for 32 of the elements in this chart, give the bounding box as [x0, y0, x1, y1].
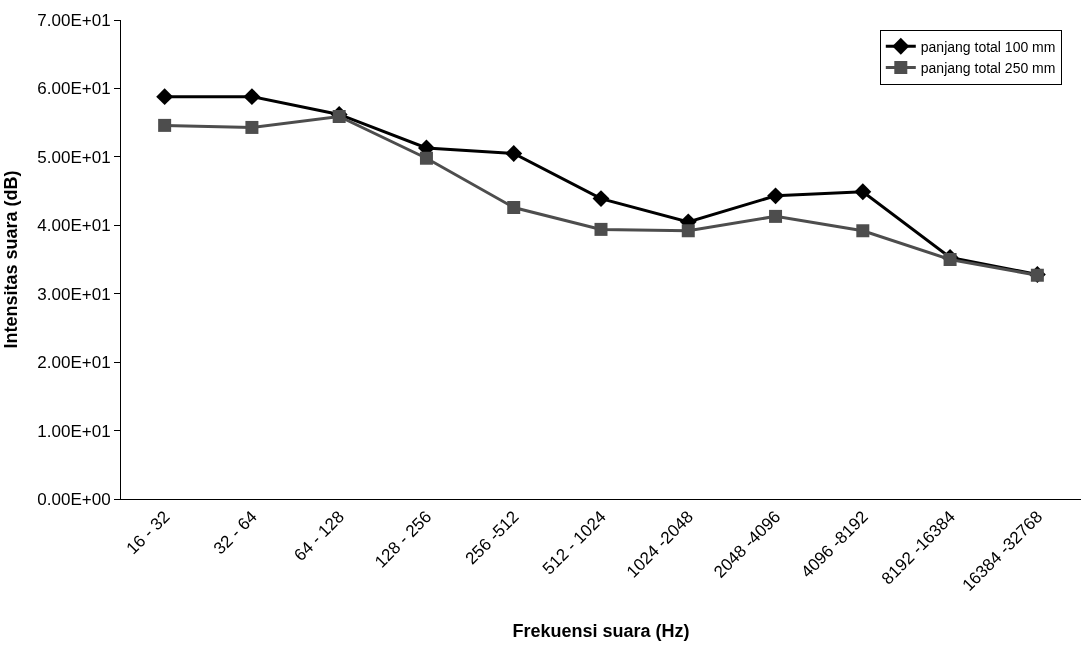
- y-axis-title: Intensitas suara (dB): [0, 170, 21, 349]
- point: [594, 222, 608, 236]
- point: [243, 88, 261, 106]
- point: [245, 120, 259, 134]
- x-tick-label: 256 -512: [461, 507, 523, 569]
- point: [856, 224, 870, 238]
- y-tick-label: 0.00E+00: [37, 489, 111, 509]
- y-tick-label: 5.00E+01: [37, 147, 111, 167]
- point: [505, 144, 523, 162]
- y-tick-label: 2.00E+01: [37, 353, 111, 373]
- point: [156, 88, 174, 106]
- y-tick-label: 7.00E+01: [37, 10, 111, 30]
- x-tick-label: 128 - 256: [371, 507, 436, 572]
- y-tick-label: 3.00E+01: [37, 284, 111, 304]
- point: [681, 224, 695, 238]
- point: [419, 151, 433, 165]
- x-tick-label: 64 - 128: [290, 507, 349, 565]
- y-tick-label: 6.00E+01: [37, 79, 111, 99]
- legend-label: panjang total 250 mm: [920, 59, 1056, 76]
- point: [507, 200, 521, 214]
- point: [854, 183, 872, 201]
- x-axis-title: Frekuensi suara (Hz): [512, 621, 690, 642]
- x-tick-label: 16 - 32: [122, 507, 174, 559]
- point: [943, 253, 957, 266]
- point: [158, 118, 172, 132]
- point: [767, 187, 784, 205]
- legend-label: panjang total 100 mm: [920, 38, 1056, 55]
- x-tick-label: 32 - 64: [209, 507, 261, 559]
- point: [592, 190, 610, 208]
- y-tick-label: 1.00E+01: [37, 421, 111, 441]
- y-tick-label: 4.00E+01: [37, 216, 111, 236]
- point: [769, 209, 783, 223]
